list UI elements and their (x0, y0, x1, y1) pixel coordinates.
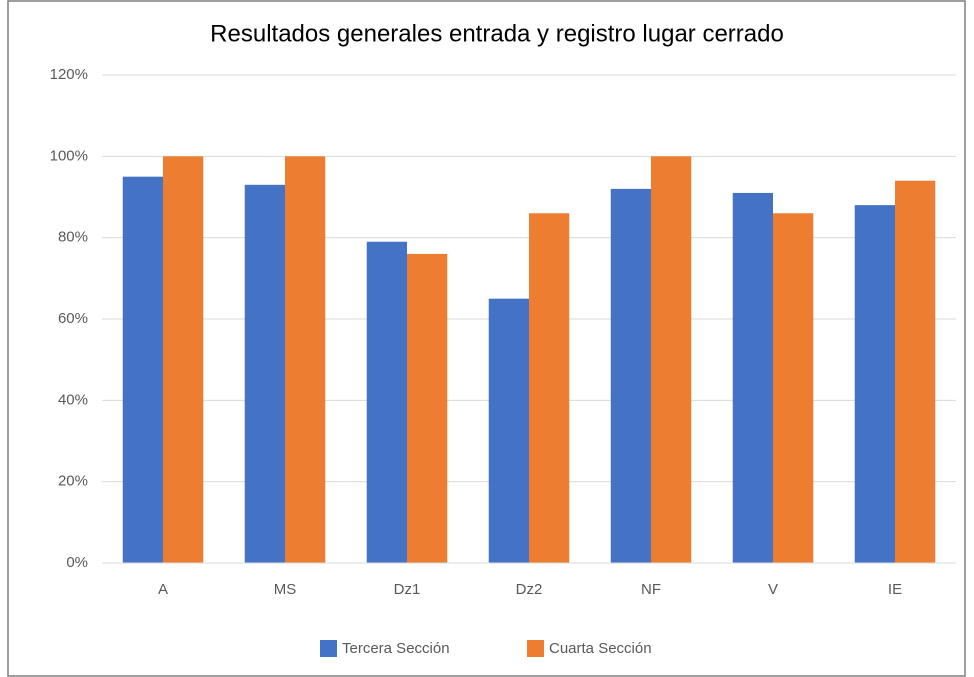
bar (407, 253, 448, 563)
bar (488, 298, 529, 563)
y-tick-label: 20% (58, 473, 88, 490)
y-tick-label: 80% (58, 229, 88, 246)
bar (244, 184, 285, 564)
legend-swatch (320, 640, 337, 657)
chart-title: Resultados generales entrada y registro … (210, 20, 784, 47)
y-tick-label: 60% (58, 310, 88, 327)
bar (163, 156, 204, 564)
x-tick-label: NF (641, 581, 661, 598)
y-tick-label: 40% (58, 391, 88, 408)
bar (285, 156, 326, 564)
y-tick-label: 0% (66, 554, 88, 571)
bar (366, 241, 407, 563)
bar (732, 192, 773, 563)
x-tick-label: IE (888, 581, 902, 598)
bar (651, 156, 692, 564)
legend-label: Cuarta Sección (549, 640, 652, 657)
x-tick-label: MS (274, 581, 297, 598)
bar (895, 180, 936, 563)
bar (773, 213, 814, 563)
legend-label: Tercera Sección (342, 640, 450, 657)
x-tick-label: Dz2 (516, 581, 543, 598)
y-tick-label: 100% (50, 147, 88, 164)
bar (529, 213, 570, 563)
legend-swatch (527, 640, 544, 657)
bar (122, 176, 163, 563)
bar (854, 205, 895, 563)
bar (610, 188, 651, 563)
x-tick-label: Dz1 (394, 581, 421, 598)
x-tick-label: A (158, 581, 168, 598)
y-tick-label: 120% (50, 66, 88, 83)
x-tick-label: V (768, 581, 778, 598)
